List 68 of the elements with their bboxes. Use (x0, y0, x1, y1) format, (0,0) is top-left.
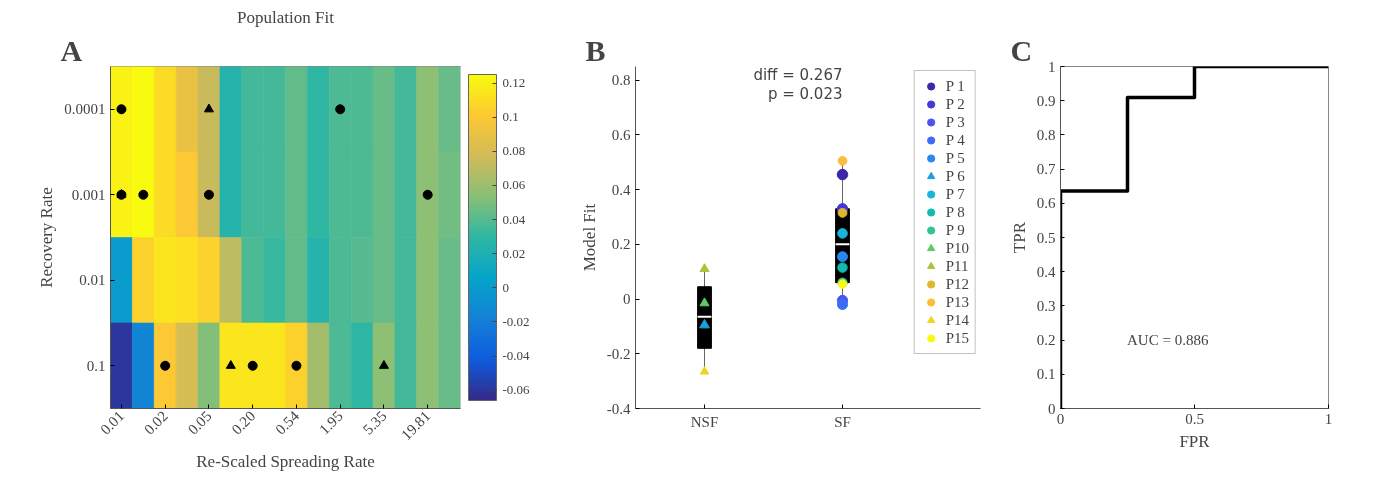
y-tick-label: 0.6 (1036, 195, 1056, 212)
legend-label: P14 (945, 311, 969, 329)
color-bar-label: 0.12 (502, 75, 526, 91)
color-bar-label: -0.06 (502, 382, 531, 398)
x-axis-title: FPR (1179, 431, 1211, 451)
legend-label: P 7 (945, 185, 966, 203)
y-tick-label: 0.1 (1036, 366, 1056, 383)
y-tick-label: 0.4 (1036, 263, 1056, 280)
x-tick-label: 0.20 (228, 407, 259, 438)
y-axis-title: Model Fit (579, 203, 599, 272)
legend-label: P 1 (945, 77, 966, 95)
y-tick-label: 0.2 (611, 236, 631, 253)
x-tick-label: 1 (1324, 410, 1333, 427)
y-tick-label: 0 (623, 291, 631, 308)
x-tick-label: 1.95 (315, 407, 346, 438)
legend-label: P 6 (945, 167, 966, 185)
y-tick-label: 0.8 (611, 72, 631, 89)
legend-label: P12 (945, 275, 969, 293)
annotation: diff = 0.267 (753, 65, 843, 84)
y-tick-label: 0.1 (86, 357, 106, 374)
x-tick-label: 0.54 (272, 407, 303, 438)
x-tick-label: SF (834, 413, 851, 430)
legend-label: P13 (945, 293, 969, 311)
y-tick-label: -0.2 (606, 345, 631, 362)
color-bar-label: 0.06 (502, 177, 526, 193)
color-bar-label: 0.1 (502, 109, 519, 125)
color-bar-label: 0 (502, 279, 509, 295)
color-bar-label: -0.02 (502, 313, 530, 329)
color-bar-label: -0.04 (502, 348, 531, 364)
x-axis-title: Re-Scaled Spreading Rate (196, 452, 375, 472)
y-tick-label: 0.001 (71, 186, 106, 203)
legend-label: P 2 (945, 95, 966, 113)
legend-label: P15 (945, 329, 969, 347)
y-tick-label: 0.9 (1036, 92, 1056, 109)
x-tick-label: 0.5 (1185, 410, 1204, 427)
x-tick-label: 0.02 (140, 407, 171, 438)
text: C (1010, 33, 1033, 67)
x-tick-label: NSF (690, 413, 719, 430)
text: A (60, 33, 83, 67)
y-tick-label: 1 (1048, 58, 1056, 75)
color-bar-label: 0.04 (502, 211, 526, 227)
y-tick-label: -0.4 (606, 400, 631, 417)
y-tick-label: 0.8 (1036, 126, 1056, 143)
y-tick-label: 0.4 (611, 181, 631, 198)
y-tick-label: 0.5 (1036, 229, 1056, 246)
y-tick-label: 0.0001 (64, 101, 106, 118)
annotation: p = 0.023 (767, 84, 843, 103)
y-tick-label: 0.01 (79, 272, 106, 289)
color-bar-label: 0.02 (502, 245, 526, 261)
y-axis-title: TPR (1009, 221, 1029, 254)
legend-label: P10 (945, 239, 969, 257)
color-bar-label: 0.08 (502, 143, 526, 159)
chart-title: Population Fit (237, 7, 335, 27)
y-tick-label: 0.3 (1036, 297, 1056, 314)
y-tick-label: 0.7 (1036, 161, 1056, 178)
y-axis-title: Recovery Rate (37, 187, 57, 288)
legend-label: P 9 (945, 221, 966, 239)
legend-label: P 8 (945, 203, 966, 221)
legend-label: P 3 (945, 113, 966, 131)
y-tick-label: 0.2 (1036, 332, 1056, 349)
annotation: AUC = 0.886 (1127, 332, 1209, 349)
x-tick-label: 5.35 (359, 407, 390, 438)
y-tick-label: 0.6 (611, 126, 631, 143)
legend-label: P11 (945, 257, 969, 275)
legend-label: P 5 (945, 149, 966, 167)
x-tick-label: 0.05 (184, 407, 215, 438)
text: B (585, 33, 606, 67)
legend-label: P 4 (945, 131, 966, 149)
